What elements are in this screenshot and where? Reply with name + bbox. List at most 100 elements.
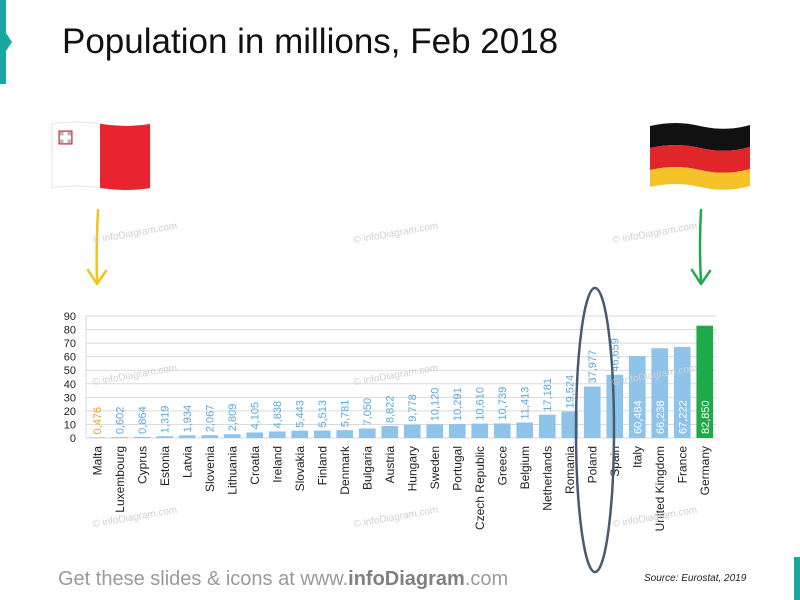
bar-slovenia [201,435,219,438]
value-label-cyprus: 0,864 [137,406,149,434]
x-tick-label-estonia: Estonia [158,446,172,486]
x-tick-label-slovenia: Slovenia [203,446,217,492]
right-accent-tab [794,557,800,600]
x-tick-label-italy: Italy [630,446,644,468]
y-tick-label: 10 [64,419,76,431]
bar-belgium [516,422,534,438]
value-label-lithuania: 2,809 [227,404,239,432]
value-label-ireland: 4,838 [272,401,284,429]
y-tick-label: 30 [64,392,76,404]
source-note: Source: Eurostat, 2019 [644,573,747,584]
y-tick-label: 20 [64,406,76,418]
bar-croatia [246,432,264,438]
bar-finland [313,430,331,438]
x-tick-label-finland: Finland [315,446,329,485]
bar-ireland [268,431,286,438]
value-label-greece: 10,739 [497,387,509,421]
x-tick-label-bulgaria: Bulgaria [360,446,374,490]
bar-romania [561,411,579,438]
footer-brand: infoDiagram [348,568,465,590]
x-tick-label-czech-republic: Czech Republic [473,446,487,530]
x-tick-label-united-kingdom: United Kingdom [653,446,667,531]
bar-netherlands [538,414,556,438]
x-tick-label-denmark: Denmark [338,445,352,495]
x-tick-label-luxembourg: Luxembourg [113,446,127,513]
bar-luxembourg [111,437,129,438]
value-label-bulgaria: 7,050 [362,398,374,426]
value-labels: 0,476 0,602 0,864 1,319 1,934 2,067 2,809 4,105… [92,338,712,434]
value-label-czech-republic: 10,610 [475,387,487,421]
bar-estonia [156,436,174,438]
value-label-finland: 5,513 [317,400,329,428]
bar-greece [493,423,511,438]
bar-austria [381,426,399,438]
x-axis-labels: Malta Luxembourg Cyprus Estonia Latvia Sloven… [90,445,712,531]
bar-cyprus [133,436,151,438]
bar-czech-republic [471,423,489,438]
value-label-france: 67,222 [677,400,689,434]
x-tick-label-greece: Greece [495,446,509,486]
y-tick-label: 0 [70,433,76,445]
x-tick-label-romania: Romania [563,446,577,494]
x-tick-label-portugal: Portugal [450,446,464,491]
bar-hungary [403,424,421,438]
y-tick-label: 40 [64,379,76,391]
value-label-malta: 0,476 [92,407,104,435]
value-label-united-kingdom: 66,238 [655,400,667,434]
x-tick-label-germany: Germany [698,446,712,495]
poland-highlight-ellipse [574,286,616,574]
footer-promo: Get these slides & icons at www.infoDiag… [58,568,508,591]
x-tick-label-austria: Austria [383,446,397,484]
value-label-denmark: 5,781 [340,400,352,428]
bar-italy [628,356,646,438]
bar-poland [583,386,601,438]
bar-denmark [336,430,354,438]
value-label-slovakia: 5,443 [295,400,307,428]
y-tick-label: 90 [64,311,76,323]
value-label-germany: 82,850 [700,400,712,434]
bar-france [673,346,691,438]
x-tick-label-netherlands: Netherlands [540,446,554,511]
value-label-belgium: 11,413 [520,387,532,420]
value-label-austria: 8,822 [385,396,397,424]
germany-flag-icon [650,123,750,190]
value-label-netherlands: 17,181 [542,378,554,412]
x-tick-label-lithuania: Lithuania [225,446,239,495]
x-tick-label-malta: Malta [90,446,104,476]
bar-slovakia [291,430,309,438]
y-tick-label: 80 [64,325,76,337]
value-label-croatia: 4,105 [250,402,262,430]
value-label-luxembourg: 0,602 [115,407,127,435]
bar-united-kingdom [651,348,669,438]
value-label-sweden: 10,120 [430,388,442,422]
y-tick-label: 60 [64,352,76,364]
x-tick-label-belgium: Belgium [518,446,532,489]
min-arrow-icon [86,208,108,286]
x-tick-label-hungary: Hungary [405,446,419,491]
x-tick-label-poland: Poland [585,446,599,483]
bar-malta [88,437,106,438]
x-tick-label-slovakia: Slovakia [293,446,307,492]
malta-flag-icon [51,121,151,191]
footer-prefix: Get these slides & icons at www. [58,568,349,590]
value-label-poland: 37,977 [587,350,599,384]
x-tick-label-croatia: Croatia [248,446,262,485]
x-tick-label-latvia: Latvia [180,446,194,478]
bar-germany [696,325,714,438]
max-arrow-icon [690,208,712,286]
value-label-latvia: 1,934 [182,405,194,433]
value-label-estonia: 1,319 [160,406,172,434]
bar-latvia [178,435,196,438]
bar-sweden [426,424,444,438]
value-label-italy: 60,484 [632,400,644,434]
x-tick-label-cyprus: Cyprus [135,446,149,484]
x-tick-label-ireland: Ireland [270,446,284,483]
left-accent-notch [6,33,12,51]
value-label-hungary: 9,778 [407,394,419,422]
value-label-slovenia: 2,067 [205,405,217,433]
y-tick-label: 50 [64,365,76,377]
y-tick-label: 70 [64,338,76,350]
x-tick-label-sweden: Sweden [428,446,442,489]
